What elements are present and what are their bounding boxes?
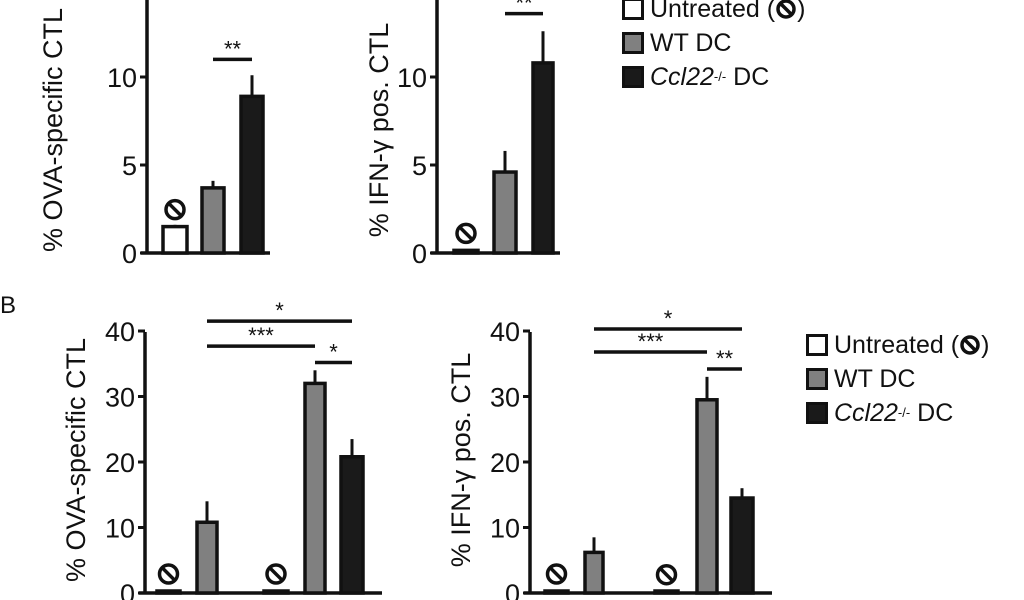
bar xyxy=(543,589,570,595)
legend-label-ko-suffix: DC xyxy=(910,399,954,427)
no-symbol-icon xyxy=(655,563,678,586)
bar xyxy=(583,550,605,595)
no-symbol-icon xyxy=(455,222,477,245)
significance-label: ** xyxy=(716,346,734,371)
bar xyxy=(729,496,755,595)
no-symbol-icon xyxy=(157,563,180,585)
no-symbol-icon xyxy=(164,198,186,221)
y-tick-label: 40 xyxy=(490,317,520,347)
legend-label-ko-gene: Ccl22 xyxy=(650,63,714,91)
y-axis-label: % OVA-specific CTL xyxy=(38,8,68,252)
legend-item-ko: Ccl22 -/- DC xyxy=(806,396,989,430)
legend-a: Untreated ( ) WT DC Ccl22 -/- DC xyxy=(622,0,805,94)
no-symbol-slash xyxy=(458,225,474,241)
legend-label-ko-sup: -/- xyxy=(713,69,727,84)
bar xyxy=(200,186,226,255)
legend-label-untreated: Untreated ( xyxy=(650,0,776,23)
y-tick-label: 20 xyxy=(105,448,135,478)
legend-item-untreated: Untreated ( ) xyxy=(806,328,989,362)
no-symbol-slash xyxy=(658,567,675,583)
bar xyxy=(155,589,182,595)
y-tick-label: 10 xyxy=(105,514,135,544)
significance-label: * xyxy=(664,306,673,331)
bar xyxy=(531,61,555,255)
no-symbol-slash xyxy=(548,566,565,582)
legend-swatch-ko xyxy=(622,66,644,88)
no-symbol-slash xyxy=(268,566,284,582)
legend-swatch-ko xyxy=(806,402,828,424)
bar xyxy=(653,589,680,595)
legend-label-untreated-close: ) xyxy=(797,0,806,23)
y-tick-label: 0 xyxy=(505,579,520,600)
legend-swatch-untreated xyxy=(806,334,828,356)
legend-label-ko-sup: -/- xyxy=(897,405,911,420)
significance-label: *** xyxy=(638,329,664,354)
legend-b: Untreated ( ) WT DC Ccl22 -/- DC xyxy=(806,328,989,430)
legend-item-wt: WT DC xyxy=(806,362,989,396)
bar xyxy=(195,520,219,595)
legend-label-ko-gene: Ccl22 xyxy=(834,399,898,427)
legend-label-ko-suffix: DC xyxy=(726,63,770,91)
significance-label: ** xyxy=(224,36,242,61)
y-tick-label: 20 xyxy=(490,448,520,478)
no-symbol-slash xyxy=(167,201,183,218)
legend-label-untreated: Untreated ( xyxy=(834,331,960,359)
legend-label-wt: WT DC xyxy=(650,29,732,57)
y-tick-label: 10 xyxy=(107,63,137,93)
legend-swatch-wt xyxy=(806,368,828,390)
y-tick-label: 5 xyxy=(122,151,137,181)
legend-label-untreated-close: ) xyxy=(981,331,990,359)
y-axis-label: % OVA-specific CTL xyxy=(61,338,91,582)
y-tick-label: 10 xyxy=(490,514,520,544)
y-axis-label: % IFN-γ pos. CTL xyxy=(364,23,394,238)
bar xyxy=(452,248,480,255)
panel-label-b: B xyxy=(0,292,17,319)
no-symbol-icon xyxy=(265,563,287,585)
y-tick-label: 0 xyxy=(412,239,427,269)
legend-item-wt: WT DC xyxy=(622,26,805,60)
y-axis-label: % IFN-γ pos. CTL xyxy=(446,353,476,568)
no-symbol-slash xyxy=(160,566,177,582)
bar xyxy=(339,455,365,595)
significance-label: * xyxy=(275,298,284,323)
legend-label-wt: WT DC xyxy=(834,365,916,393)
legend-swatch-untreated xyxy=(622,0,644,20)
y-tick-label: 0 xyxy=(122,239,137,269)
bar xyxy=(695,398,719,595)
significance-label: *** xyxy=(248,323,274,348)
y-tick-label: 30 xyxy=(105,383,135,413)
significance-label: ** xyxy=(515,0,533,16)
legend-swatch-wt xyxy=(622,32,644,54)
no-symbol-icon xyxy=(960,335,980,355)
bar xyxy=(161,224,189,255)
no-symbol-icon xyxy=(776,0,796,19)
significance-label: * xyxy=(329,339,338,364)
y-tick-label: 30 xyxy=(490,383,520,413)
y-tick-label: 40 xyxy=(105,317,135,347)
y-tick-label: 10 xyxy=(397,63,427,93)
bar xyxy=(262,589,290,595)
legend-item-untreated: Untreated ( ) xyxy=(622,0,805,26)
no-symbol-icon xyxy=(545,563,568,585)
bar xyxy=(492,170,518,255)
bar xyxy=(239,94,265,255)
y-tick-label: 5 xyxy=(412,151,427,181)
legend-item-ko: Ccl22 -/- DC xyxy=(622,60,805,94)
bar xyxy=(303,381,327,595)
y-tick-label: 0 xyxy=(120,579,135,600)
